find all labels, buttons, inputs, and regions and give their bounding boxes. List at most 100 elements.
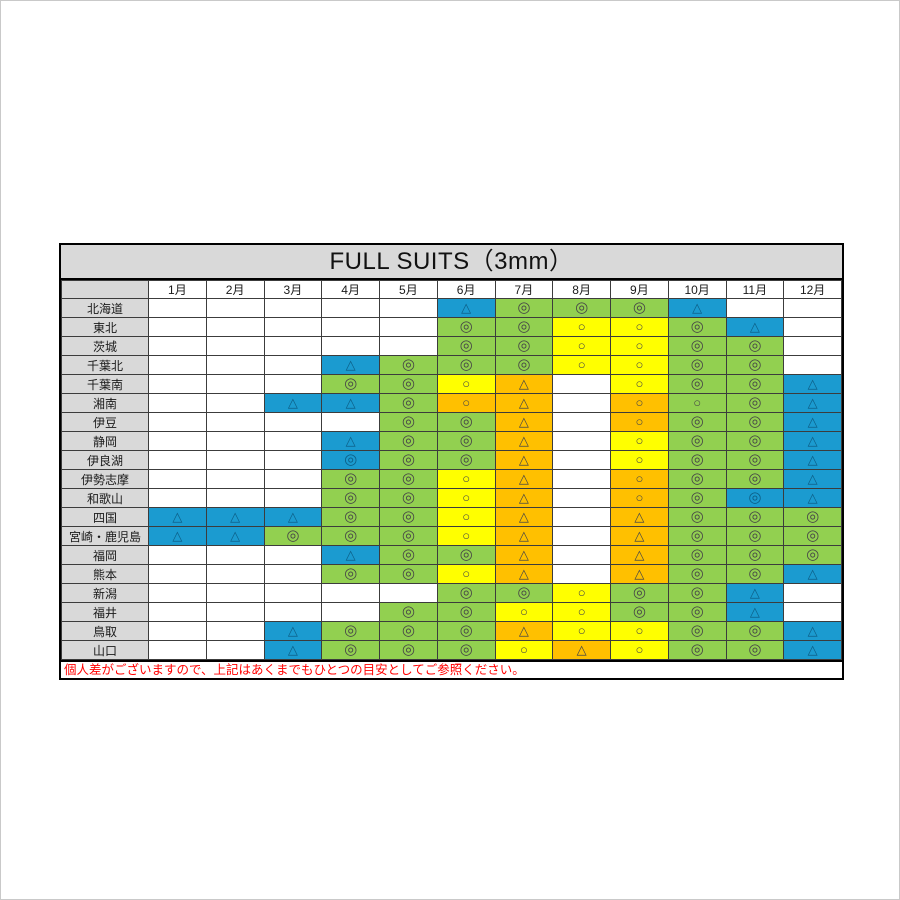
- grid-cell: [321, 412, 380, 432]
- grid-cell: ◎: [667, 469, 727, 489]
- grid-cell: [379, 336, 438, 356]
- grid-cell: ◎: [379, 488, 438, 508]
- grid-cell: [552, 431, 611, 451]
- grid-cell: [148, 412, 207, 432]
- table-row: 北海道 △ ◎ ◎ ◎ △: [61, 298, 842, 318]
- grid-cell: [205, 336, 265, 356]
- grid-cell: △: [436, 298, 496, 318]
- grid-cell: [783, 583, 842, 603]
- grid-cell: △: [263, 621, 323, 641]
- month-header: 5月: [379, 280, 438, 299]
- region-label: 東北: [61, 317, 149, 337]
- grid-cell: ◎: [667, 488, 727, 508]
- grid-cell: △: [667, 298, 727, 318]
- grid-cell: ◎: [667, 431, 727, 451]
- grid-cell: △: [494, 450, 554, 470]
- grid-cell: [552, 564, 611, 584]
- grid-cell: ◎: [436, 640, 496, 660]
- grid-cell: ◎: [436, 412, 496, 432]
- table-row: 静岡 △ ◎ ◎ △ ○ ◎ ◎ △: [61, 431, 842, 451]
- table-row: 千葉南 ◎ ◎ ○ △ ○ ◎ ◎ △: [61, 374, 842, 394]
- grid-cell: ○: [610, 450, 669, 470]
- grid-cell: [321, 298, 380, 318]
- grid-cell: △: [263, 640, 323, 660]
- disclaimer-note: 個人差がございますので、上記はあくまでもひとつの目安としてご参照ください。: [61, 660, 842, 678]
- grid-cell: ◎: [436, 450, 496, 470]
- grid-cell: ◎: [436, 602, 496, 622]
- grid-cell: [552, 374, 611, 394]
- grid-cell: ○: [436, 507, 496, 527]
- grid-cell: ○: [610, 621, 669, 641]
- grid-cell: ◎: [436, 336, 496, 356]
- table-row: 東北 ◎ ◎ ○ ○ ◎ △: [61, 317, 842, 337]
- grid-cell: △: [783, 621, 842, 641]
- month-header: 9月: [610, 280, 669, 299]
- wetsuit-schedule-table: FULL SUITS（3mm） 1月 2月 3月 4月 5月 6月 7月 8月 9月 10月 11月…: [59, 243, 844, 680]
- grid-cell: [552, 412, 611, 432]
- grid-cell: ○: [552, 602, 611, 622]
- grid-cell: [263, 317, 323, 337]
- grid-cell: [263, 602, 323, 622]
- grid-cell: [205, 393, 265, 413]
- region-label: 湘南: [61, 393, 149, 413]
- grid-cell: △: [783, 374, 842, 394]
- region-label: 千葉南: [61, 374, 149, 394]
- grid-cell: △: [725, 602, 785, 622]
- region-label: 鳥取: [61, 621, 149, 641]
- region-label: 千葉北: [61, 355, 149, 375]
- grid-cell: ◎: [379, 602, 438, 622]
- month-header: 11月: [725, 280, 785, 299]
- grid-cell: ◎: [667, 564, 727, 584]
- grid-cell: [263, 564, 323, 584]
- region-label: 和歌山: [61, 488, 149, 508]
- grid-cell: ◎: [494, 355, 554, 375]
- grid-cell: ◎: [725, 526, 785, 546]
- table-row: 山口 △ ◎ ◎ ◎ ○ △ ○ ◎ ◎ △: [61, 640, 842, 660]
- grid-cell: △: [610, 564, 669, 584]
- table-row: 福井 ◎ ◎ ○ ○ ◎ ◎ △: [61, 602, 842, 622]
- grid-cell: ○: [552, 317, 611, 337]
- grid-cell: ○: [552, 336, 611, 356]
- grid-cell: [148, 621, 207, 641]
- grid-cell: ◎: [667, 450, 727, 470]
- grid-cell: ◎: [725, 393, 785, 413]
- grid-cell: [263, 545, 323, 565]
- region-label: 熊本: [61, 564, 149, 584]
- grid-cell: ◎: [725, 336, 785, 356]
- grid-cell: ◎: [667, 507, 727, 527]
- grid-cell: ○: [610, 336, 669, 356]
- grid-cell: [148, 583, 207, 603]
- month-header: 2月: [205, 280, 265, 299]
- table-row: 千葉北 △ ◎ ◎ ◎ ○ ○ ◎ ◎: [61, 355, 842, 375]
- grid-cell: ◎: [321, 469, 380, 489]
- region-label: 静岡: [61, 431, 149, 451]
- grid-cell: ◎: [321, 374, 380, 394]
- grid-cell: △: [783, 640, 842, 660]
- grid-cell: [552, 469, 611, 489]
- grid-cell: [263, 298, 323, 318]
- grid-cell: [205, 602, 265, 622]
- grid-cell: ◎: [610, 298, 669, 318]
- grid-cell: ◎: [725, 431, 785, 451]
- grid-cell: ◎: [667, 602, 727, 622]
- grid-cell: △: [783, 469, 842, 489]
- month-header: 7月: [494, 280, 554, 299]
- grid-cell: [148, 545, 207, 565]
- region-label: 山口: [61, 640, 149, 660]
- grid-cell: ◎: [667, 583, 727, 603]
- grid-cell: △: [494, 621, 554, 641]
- grid-cell: ◎: [725, 374, 785, 394]
- grid-cell: [783, 336, 842, 356]
- grid-cell: ◎: [725, 621, 785, 641]
- grid-cell: ◎: [494, 298, 554, 318]
- grid-cell: ◎: [725, 564, 785, 584]
- grid-cell: [263, 412, 323, 432]
- grid-cell: ◎: [436, 545, 496, 565]
- grid-cell: ◎: [725, 469, 785, 489]
- grid-cell: ◎: [379, 640, 438, 660]
- grid-cell: [552, 507, 611, 527]
- grid-cell: △: [610, 507, 669, 527]
- grid-cell: [148, 317, 207, 337]
- grid-cell: [205, 298, 265, 318]
